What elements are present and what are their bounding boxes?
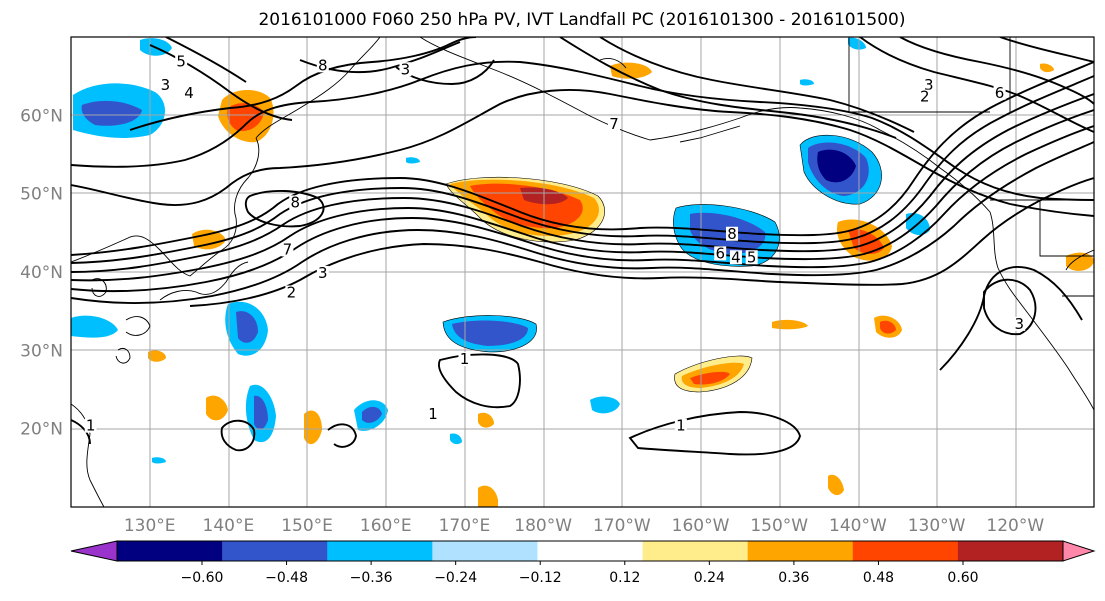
lon-label: 140°E <box>203 516 255 536</box>
colorbar-tick-label: 0.24 <box>694 570 725 586</box>
colorbar-segments <box>71 541 1094 561</box>
contour-label: 2 <box>287 284 297 302</box>
colorbar-bin <box>748 541 854 561</box>
contour-label: 1 <box>460 350 470 368</box>
colorbar-extend-high <box>1063 541 1094 561</box>
contour-label: 7 <box>283 240 293 258</box>
contour-label: 4 <box>184 84 194 102</box>
colorbar-tick-label: −0.12 <box>519 570 562 586</box>
lon-label: 130°E <box>124 516 176 536</box>
figure: 2016101000 F060 250 hPa PV, IVT Landfall… <box>0 0 1105 601</box>
contour-label: 7 <box>609 115 619 133</box>
colorbar-bin <box>222 541 328 561</box>
lon-label: 150°E <box>281 516 333 536</box>
colorbar-tick-label: 0.60 <box>947 570 978 586</box>
lon-label: 150°W <box>750 516 808 536</box>
lat-label: 30°N <box>20 341 63 361</box>
longitude-labels: 130°E 140°E 150°E 160°E 170°E 180°W 170°W 160°W… <box>124 516 1045 536</box>
colorbar-bin <box>643 541 749 561</box>
contour-label: 1 <box>428 405 438 423</box>
contour-label: 1 <box>86 417 96 435</box>
lat-label: 60°N <box>20 106 63 126</box>
colorbar-extend-low <box>71 541 117 561</box>
lat-label: 20°N <box>20 420 63 440</box>
contour-label: 3 <box>318 264 328 282</box>
colorbar-bin <box>537 541 643 561</box>
lon-label: 180°W <box>514 516 572 536</box>
lat-label: 40°N <box>20 263 63 283</box>
contour-label: 6 <box>715 244 725 262</box>
contour-label: 3 <box>401 60 411 78</box>
contour-label: 8 <box>290 193 300 211</box>
colorbar-bin <box>958 541 1064 561</box>
colorbar-tick-label: −0.24 <box>434 570 477 586</box>
colorbar-bin <box>432 541 538 561</box>
colorbar-tick-label: −0.36 <box>350 570 393 586</box>
colorbar-ticks: −0.60 −0.48 −0.36 −0.24 −0.12 0.12 0.24 0.36 0.4… <box>181 561 979 586</box>
contour-label: 1 <box>676 417 686 435</box>
colorbar-tick-label: 0.48 <box>863 570 894 586</box>
contour-label: 5 <box>747 248 757 266</box>
colorbar-tick-label: 0.36 <box>778 570 809 586</box>
colorbar-tick-label: −0.60 <box>181 570 224 586</box>
lon-label: 160°E <box>360 516 412 536</box>
contour-label: 5 <box>176 52 186 70</box>
contour-label: 2 <box>920 88 930 106</box>
figure-title: 2016101000 F060 250 hPa PV, IVT Landfall… <box>258 10 905 30</box>
lon-label: 170°W <box>593 516 651 536</box>
lat-label: 50°N <box>20 185 63 205</box>
lon-label: 120°W <box>986 516 1044 536</box>
contour-label: 3 <box>161 76 171 94</box>
contour-label: 8 <box>318 56 328 74</box>
lon-label: 140°W <box>829 516 887 536</box>
colorbar-tick-label: −0.48 <box>265 570 308 586</box>
latitude-labels: 60°N 50°N 40°N 30°N 20°N <box>20 106 63 439</box>
contour-label: 4 <box>731 248 741 266</box>
contour-label: 6 <box>995 84 1005 102</box>
lon-label: 160°W <box>672 516 730 536</box>
lon-label: 170°E <box>439 516 491 536</box>
colorbar-bin <box>327 541 433 561</box>
contour-label: 3 <box>1014 315 1024 333</box>
contour-label: 8 <box>727 225 737 243</box>
colorbar-tick-label: 0.12 <box>609 570 640 586</box>
colorbar: −0.60 −0.48 −0.36 −0.24 −0.12 0.12 0.24 0.36 0.4… <box>71 541 1094 586</box>
colorbar-bin <box>117 541 223 561</box>
lon-label: 130°W <box>908 516 966 536</box>
colorbar-bin <box>853 541 959 561</box>
